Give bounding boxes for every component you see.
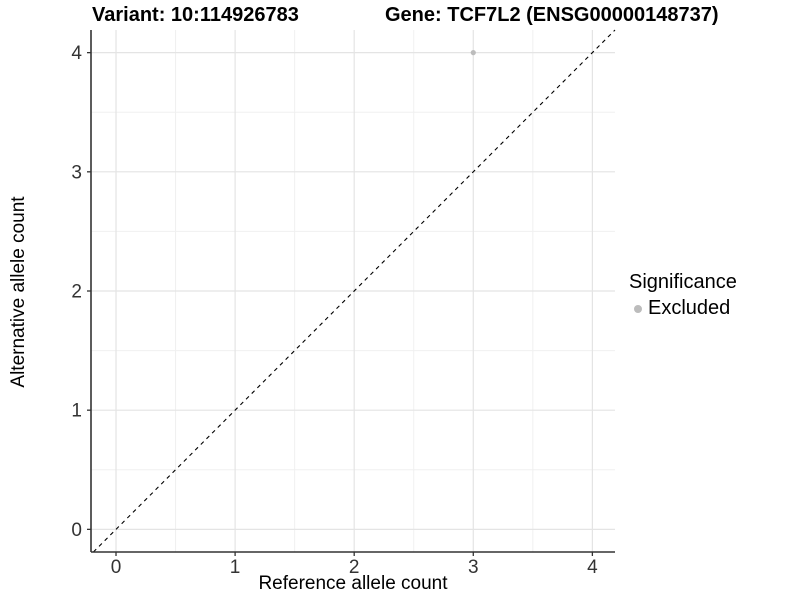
x-tick-label: 3 [468,557,479,578]
y-axis-title: Alternative allele count [8,196,29,388]
x-tick-labels: 0 1 2 3 4 [111,557,598,578]
x-tick-label: 4 [587,557,598,578]
y-tick-label: 0 [71,520,82,541]
plot-title-gene: Gene: TCF7L2 (ENSG00000148737) [385,4,719,26]
x-tick-label: 1 [230,557,241,578]
legend-title: Significance [629,271,737,293]
tick-marks [87,51,594,556]
y-tick-label: 4 [71,43,82,64]
legend-item-excluded: Excluded [629,297,737,320]
x-tick-label: 2 [349,557,360,578]
grid-major [91,30,615,552]
y-tick-label: 2 [71,282,82,303]
data-point [470,50,476,56]
identity-line [92,29,616,553]
x-axis-title: Reference allele count [258,573,448,594]
y-tick-labels: 0 1 2 3 4 [71,43,82,541]
legend-item-label: Excluded [648,297,731,319]
y-tick-label: 1 [71,401,82,422]
x-tick-label: 0 [111,557,122,578]
circle-icon [634,304,642,313]
legend: Significance Excluded [629,271,737,320]
series-excluded [470,50,476,56]
y-tick-label: 3 [71,162,82,183]
plot-title-variant: Variant: 10:114926783 [92,4,299,26]
